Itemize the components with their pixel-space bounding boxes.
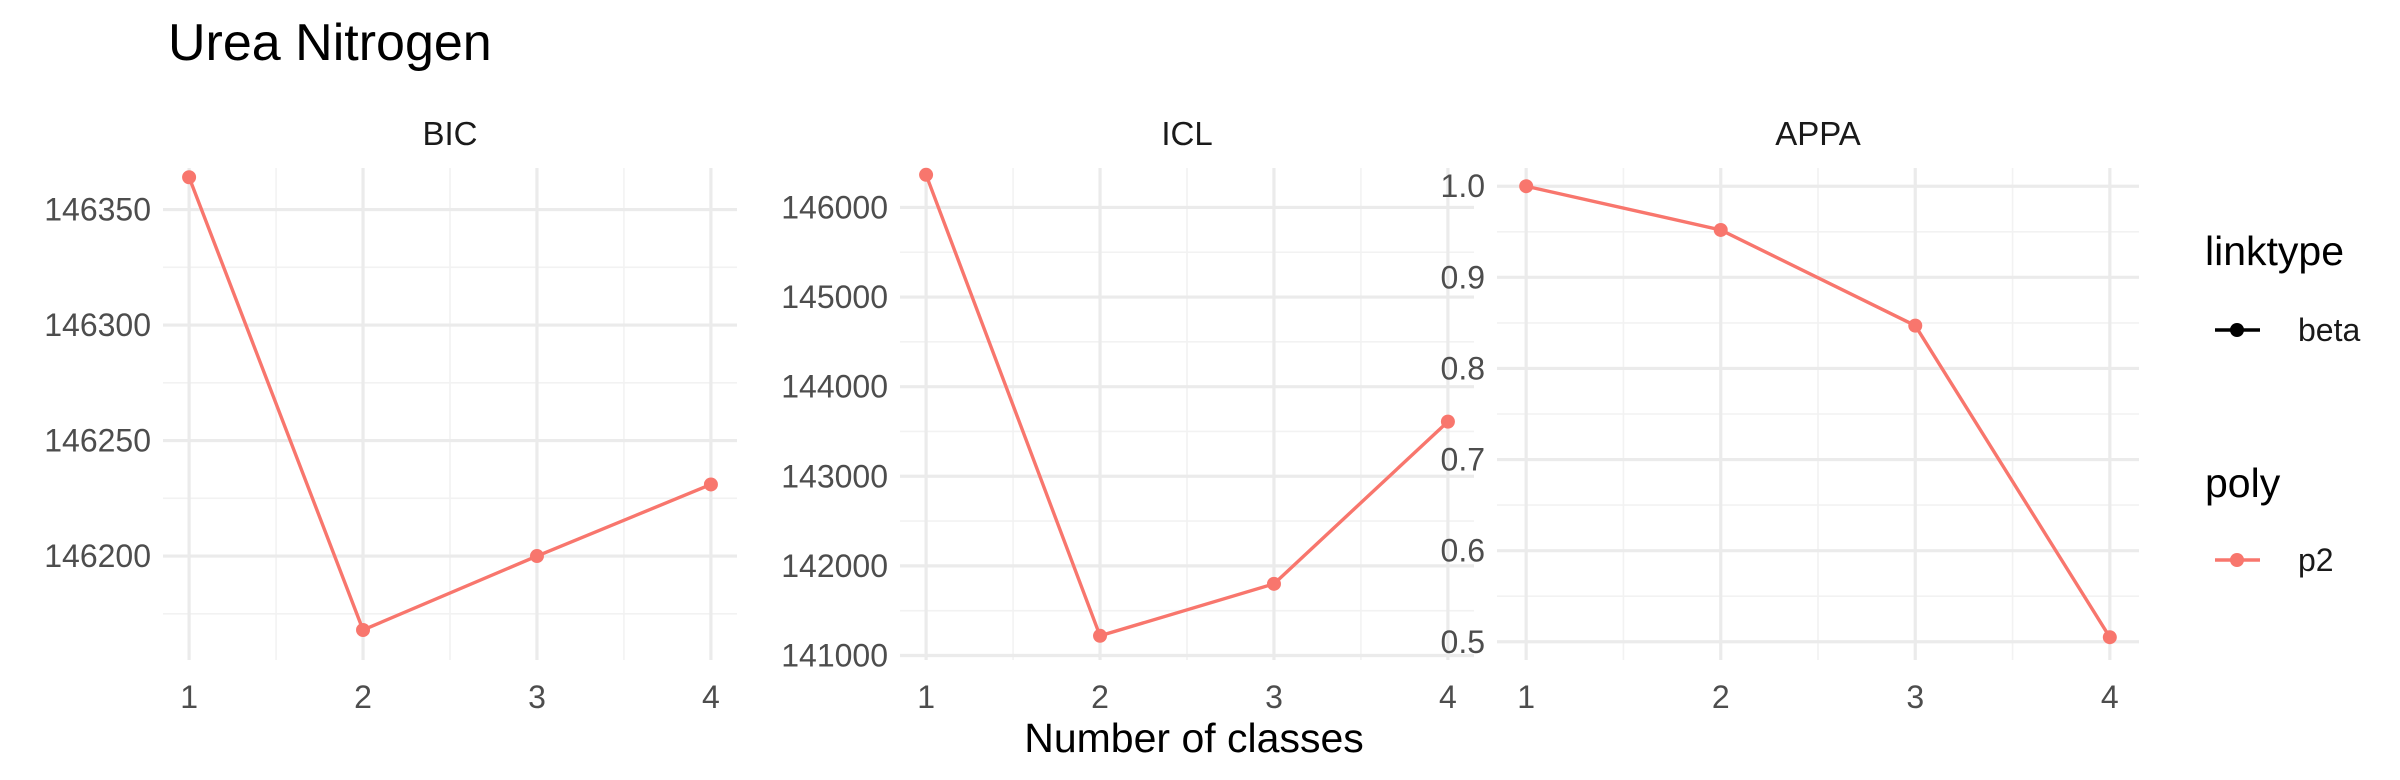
y-tick-label: 146000 [781, 189, 888, 225]
y-tick-label: 0.6 [1441, 533, 1485, 569]
legend-title: linktype [2205, 228, 2344, 274]
legend-key-point [2230, 553, 2244, 567]
x-tick-label: 4 [2101, 679, 2119, 715]
data-point [1713, 222, 1728, 237]
data-point [703, 477, 718, 492]
legend-linktype: linktype beta [2205, 228, 2360, 348]
legend-entry-label: beta [2298, 312, 2360, 348]
data-point [356, 622, 371, 637]
y-tick-label: 145000 [781, 279, 888, 315]
legend-title: poly [2205, 460, 2281, 506]
x-tick-label: 2 [1712, 679, 1730, 715]
data-point [2102, 630, 2117, 645]
x-tick-label: 4 [1439, 679, 1457, 715]
panel-label: BIC [422, 115, 477, 152]
legend: linktype beta poly p2 [2205, 228, 2360, 578]
legend-key-point [2230, 323, 2244, 337]
legend-entry-label: p2 [2298, 542, 2334, 578]
y-tick-label: 146200 [44, 538, 151, 574]
data-point [182, 170, 197, 185]
chart-title: Urea Nitrogen [168, 14, 492, 72]
x-tick-label: 3 [528, 679, 546, 715]
panel-appa: 0.5 0.6 0.7 0.8 0.9 1.0 1 2 3 4 APPA [1441, 115, 2139, 715]
y-tick-label: 146300 [44, 307, 151, 343]
data-point [529, 549, 544, 564]
data-point [1908, 318, 1923, 333]
series-line-p2 [924, 174, 1450, 638]
data-point [1519, 179, 1534, 194]
x-tick-label: 1 [917, 679, 935, 715]
data-point [1266, 576, 1281, 591]
y-tick-label: 0.8 [1441, 350, 1485, 386]
x-tick-label: 1 [180, 679, 198, 715]
panel-icl: 141000 142000 143000 144000 145000 146000 1 2 3 4… [781, 115, 1474, 715]
y-tick-label: 0.5 [1441, 624, 1485, 660]
x-tick-label: 3 [1906, 679, 1924, 715]
data-point [919, 167, 934, 182]
y-tick-label: 141000 [781, 638, 888, 674]
data-point [1093, 628, 1108, 643]
y-tick-label: 146250 [44, 423, 151, 459]
y-tick-label: 0.9 [1441, 259, 1485, 295]
y-tick-label: 0.7 [1441, 442, 1485, 478]
panel-bic: 146200 146250 146300 146350 1 2 3 4 BIC [44, 115, 737, 715]
x-tick-label: 4 [702, 679, 720, 715]
panel-label: APPA [1775, 115, 1861, 152]
x-tick-label: 3 [1265, 679, 1283, 715]
y-tick-label: 146350 [44, 192, 151, 228]
x-tick-label: 2 [354, 679, 372, 715]
series-line-p2 [187, 176, 712, 633]
legend-poly: poly p2 [2205, 460, 2334, 578]
x-tick-label: 2 [1091, 679, 1109, 715]
data-point [1440, 414, 1455, 429]
y-tick-label: 142000 [781, 548, 888, 584]
panel-label: ICL [1161, 115, 1212, 152]
y-tick-label: 143000 [781, 458, 888, 494]
y-tick-label: 144000 [781, 369, 888, 405]
x-axis-title: Number of classes [1024, 715, 1364, 761]
series-line-p2 [1525, 184, 2112, 639]
y-tick-label: 1.0 [1441, 168, 1485, 204]
x-tick-label: 1 [1517, 679, 1535, 715]
